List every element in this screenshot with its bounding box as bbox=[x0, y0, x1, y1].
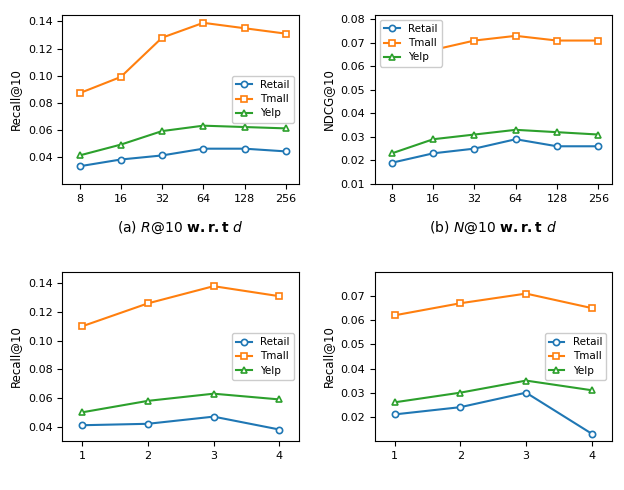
Line: Retail: Retail bbox=[389, 136, 602, 166]
Yelp bbox=[588, 387, 595, 393]
Yelp bbox=[553, 129, 561, 135]
Retail bbox=[553, 144, 561, 149]
Text: (b) $\mathit{N}$@10 $\mathbf{w.r.t}$ $\mathit{d}$: (b) $\mathit{N}$@10 $\mathbf{w.r.t}$ $\m… bbox=[429, 220, 557, 236]
Tmall bbox=[76, 90, 83, 96]
Retail bbox=[588, 431, 595, 437]
Retail bbox=[144, 421, 152, 427]
Retail bbox=[241, 146, 248, 151]
Yelp bbox=[522, 378, 530, 384]
Line: Tmall: Tmall bbox=[391, 291, 595, 318]
Tmall bbox=[512, 33, 519, 39]
Tmall bbox=[588, 305, 595, 311]
Tmall bbox=[144, 300, 152, 306]
Yelp bbox=[276, 396, 283, 402]
Yelp bbox=[79, 409, 86, 415]
Retail bbox=[429, 150, 437, 156]
Tmall bbox=[158, 35, 166, 41]
Line: Retail: Retail bbox=[79, 414, 283, 433]
Yelp bbox=[429, 136, 437, 142]
Retail bbox=[522, 390, 530, 395]
Line: Yelp: Yelp bbox=[76, 122, 289, 159]
Yelp bbox=[117, 142, 125, 147]
Tmall bbox=[553, 38, 561, 44]
Legend: Retail, Tmall, Yelp: Retail, Tmall, Yelp bbox=[232, 333, 294, 380]
Tmall bbox=[391, 313, 398, 318]
Yelp bbox=[391, 399, 398, 405]
Yelp bbox=[595, 132, 602, 138]
Yelp bbox=[241, 124, 248, 130]
Retail bbox=[388, 160, 396, 166]
Yelp bbox=[388, 150, 396, 156]
Retail bbox=[457, 404, 464, 410]
Retail bbox=[282, 148, 290, 154]
Yelp bbox=[470, 132, 478, 138]
Yelp bbox=[144, 398, 152, 404]
Line: Retail: Retail bbox=[76, 146, 289, 170]
Line: Retail: Retail bbox=[391, 390, 595, 437]
Tmall bbox=[457, 300, 464, 306]
Y-axis label: NDCG@10: NDCG@10 bbox=[322, 68, 335, 130]
Legend: Retail, Tmall, Yelp: Retail, Tmall, Yelp bbox=[232, 76, 294, 122]
Tmall bbox=[282, 31, 290, 37]
Y-axis label: Recall@10: Recall@10 bbox=[9, 68, 22, 130]
Retail bbox=[117, 157, 125, 163]
Retail bbox=[512, 136, 519, 142]
Tmall bbox=[470, 38, 478, 44]
Line: Tmall: Tmall bbox=[79, 283, 283, 329]
Retail bbox=[210, 414, 217, 419]
Y-axis label: Recall@10: Recall@10 bbox=[322, 325, 335, 388]
Line: Yelp: Yelp bbox=[391, 377, 595, 405]
Tmall bbox=[79, 323, 86, 329]
Yelp bbox=[512, 127, 519, 133]
Retail bbox=[79, 422, 86, 428]
Legend: Retail, Tmall, Yelp: Retail, Tmall, Yelp bbox=[545, 333, 607, 380]
Retail bbox=[76, 163, 83, 169]
Retail bbox=[391, 412, 398, 417]
Line: Yelp: Yelp bbox=[389, 127, 602, 156]
Tmall bbox=[595, 38, 602, 44]
Y-axis label: Recall@10: Recall@10 bbox=[9, 325, 22, 388]
Tmall bbox=[241, 25, 248, 31]
Retail bbox=[158, 152, 166, 158]
Yelp bbox=[282, 125, 290, 131]
Legend: Retail, Tmall, Yelp: Retail, Tmall, Yelp bbox=[380, 20, 442, 67]
Line: Tmall: Tmall bbox=[389, 33, 602, 65]
Yelp bbox=[210, 391, 217, 396]
Yelp bbox=[158, 128, 166, 134]
Text: (a) $\mathit{R}$@10 $\mathbf{w.r.t}$ $\mathit{d}$: (a) $\mathit{R}$@10 $\mathbf{w.r.t}$ $\m… bbox=[117, 220, 244, 236]
Yelp bbox=[200, 122, 207, 128]
Yelp bbox=[76, 152, 83, 158]
Line: Yelp: Yelp bbox=[79, 391, 283, 416]
Tmall bbox=[200, 20, 207, 26]
Yelp bbox=[457, 390, 464, 395]
Retail bbox=[595, 144, 602, 149]
Retail bbox=[470, 146, 478, 151]
Retail bbox=[276, 427, 283, 433]
Tmall bbox=[210, 283, 217, 289]
Tmall bbox=[388, 59, 396, 65]
Tmall bbox=[117, 74, 125, 80]
Line: Tmall: Tmall bbox=[76, 20, 289, 97]
Retail bbox=[200, 146, 207, 151]
Tmall bbox=[429, 47, 437, 53]
Tmall bbox=[522, 291, 530, 296]
Tmall bbox=[276, 293, 283, 299]
